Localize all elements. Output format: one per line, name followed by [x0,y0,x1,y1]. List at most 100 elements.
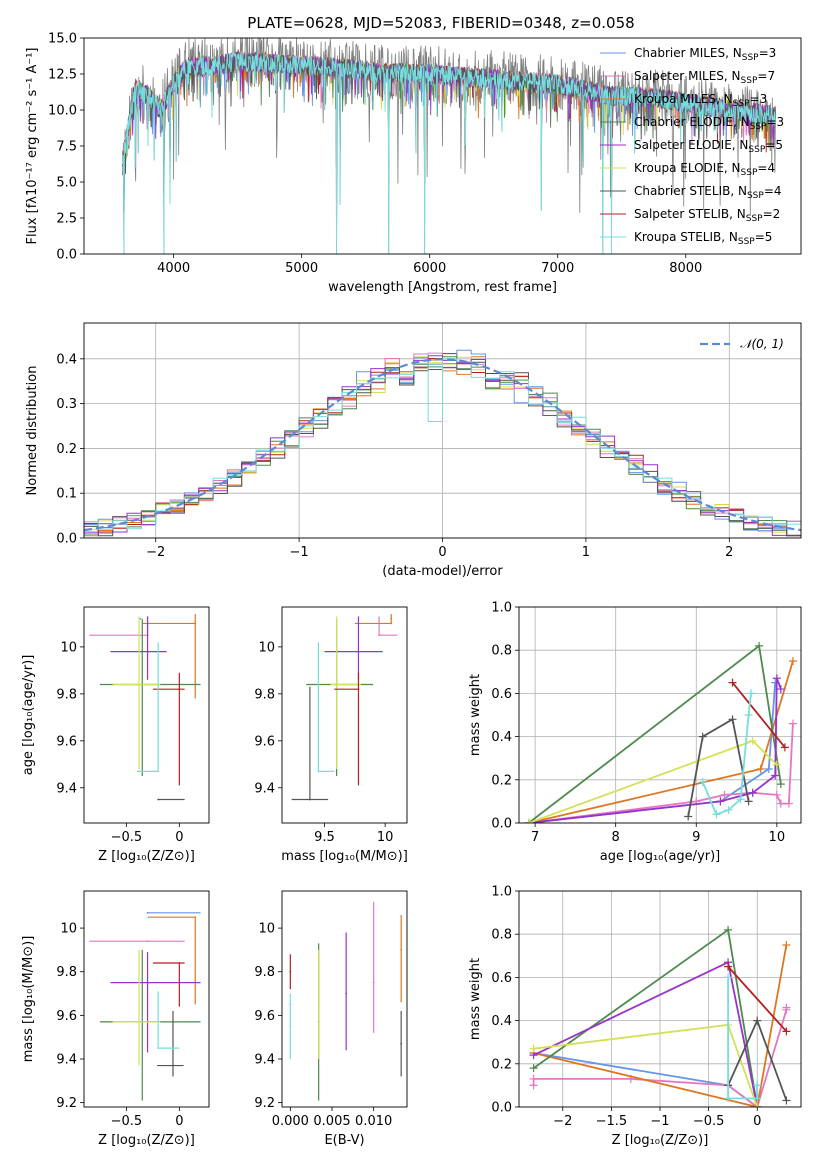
data-point [378,634,380,637]
legend-suffix: =4 [757,161,775,175]
plot-frame [281,606,408,824]
plot-frame [83,606,210,824]
x-tick-label: 7000 [541,261,574,276]
legend-suffix: =3 [759,46,777,60]
point-marker [764,765,773,773]
y-tick-label: 0.1 [56,487,77,502]
legend-entry: Salpeter STELIB, NSSP=2 [634,207,780,224]
y-tick-label: 0.2 [56,442,77,457]
point-marker [772,790,781,799]
x-tick-label: 1 [582,545,590,560]
x-tick-label: 8 [612,830,620,845]
x-tick-label: −2 [146,545,165,560]
point-marker [755,641,764,650]
plot-area [291,614,398,801]
data-point [146,940,149,943]
legend-entry: Chabrier MILES, NSSP=3 [634,46,776,63]
y-tick-label: 0.4 [491,730,512,745]
point-marker [529,1044,538,1053]
data-point [178,962,181,964]
residual-histogram-5 [84,356,801,537]
residual-histogram-6 [84,361,801,537]
mass-weight-series-3 [528,644,782,823]
x-axis-label: (data-model)/error [382,564,503,579]
legend-entry: Kroupa ELODIE, NSSP=4 [634,161,775,178]
legend-label: Kroupa MILES, N [634,92,733,106]
point-marker [776,685,785,694]
data-point [345,992,348,995]
x-axis-label: E(B-V) [324,1133,364,1148]
y-tick-label: 0.2 [491,773,512,788]
x-tick-label: −0.5 [111,1114,143,1129]
point-marker [748,736,757,745]
data-point [309,798,311,801]
point-marker [782,941,791,949]
point-marker [782,1027,791,1036]
data-point [372,981,375,984]
x-tick-label: 10 [769,830,786,845]
y-axis-label: age [log₁₀(age/yr)] [21,655,36,776]
mass-weight-series-4 [528,677,782,823]
x-tick-label: −0.5 [693,1114,725,1129]
x-tick-label: 0 [175,830,183,845]
point-marker [712,810,721,819]
data-point [146,911,149,914]
point-marker [529,1074,538,1083]
data-point [357,688,360,691]
point-marker [771,771,780,780]
legend-entry: Chabrier ELODIE, NSSP=3 [634,115,784,132]
plot-frame [83,890,210,1108]
plot-frame [83,322,802,539]
point-marker [724,806,733,815]
legend-label: Chabrier STELIB, N [634,184,747,198]
model-spectrum-8 [121,50,776,254]
x-axis-label: wavelength [Angstrom, rest frame] [328,280,557,295]
x-tick-label: 9.5 [314,830,335,845]
point-marker [736,795,745,804]
y-tick-label: 0.2 [491,1057,512,1072]
x-tick-label: −1.5 [596,1114,628,1129]
figure-title: PLATE=0628, MJD=52083, FIBERID=0348, z=0… [247,14,634,32]
chart-mass-vs-ebv: 0.000 0.005 0.010 9.2 9.4 9.6 9.8 10 E(B-V) [254,890,408,1148]
legend-suffix: =5 [755,230,773,244]
chart-age-vs-mass: 9.5 10 9.4 9.6 9.8 10 mass [log₁₀(M/M⊙)] [254,606,408,864]
legend-sub: SSP [741,76,758,86]
data-point [390,622,393,625]
legend-entry: Kroupa MILES, NSSP=3 [634,92,767,109]
data-point [138,1021,140,1023]
legend-sub: SSP [748,145,765,155]
plot-area [519,607,801,823]
mass-weight-series-7 [731,682,786,748]
legend-sub: SSP [733,99,750,109]
plot-area [84,323,801,538]
legend-entry: Salpeter MILES, NSSP=7 [634,69,775,86]
y-axis-label: mass weight [468,958,483,1040]
y-tick-label: 9.8 [254,687,275,702]
x-tick-label: 10 [377,830,394,845]
plot-frame [518,890,802,1108]
y-tick-label: 9.8 [56,965,77,980]
point-marker [724,962,733,971]
data-point [357,650,360,653]
x-tick-label: 0.010 [355,1114,392,1129]
point-marker [756,765,765,773]
x-tick-label: 0.005 [313,1114,350,1129]
x-axis-label: mass [log₁₀(M/M⊙)] [281,849,408,864]
point-marker [780,743,789,752]
plot-frame [518,606,802,824]
legend-suffix: =3 [750,92,768,106]
point-marker [684,812,693,821]
legend-label: Salpeter STELIB, N [634,207,746,221]
spectrum-legend: Chabrier MILES, NSSP=3 Salpeter MILES, NS… [600,46,784,247]
y-tick-label: 9.6 [254,1009,275,1024]
y-tick-label: 7.5 [56,140,77,155]
x-tick-label: −1 [290,545,309,560]
y-tick-label: 9.4 [56,1053,77,1068]
point-marker [784,799,793,808]
mass-weight-series-7 [727,965,788,1033]
y-axis-label: mass weight [468,674,483,756]
x-tick-label: −0.5 [111,830,143,845]
y-tick-label: 2.5 [56,212,77,227]
point-marker [744,711,753,719]
point-marker [788,657,797,665]
